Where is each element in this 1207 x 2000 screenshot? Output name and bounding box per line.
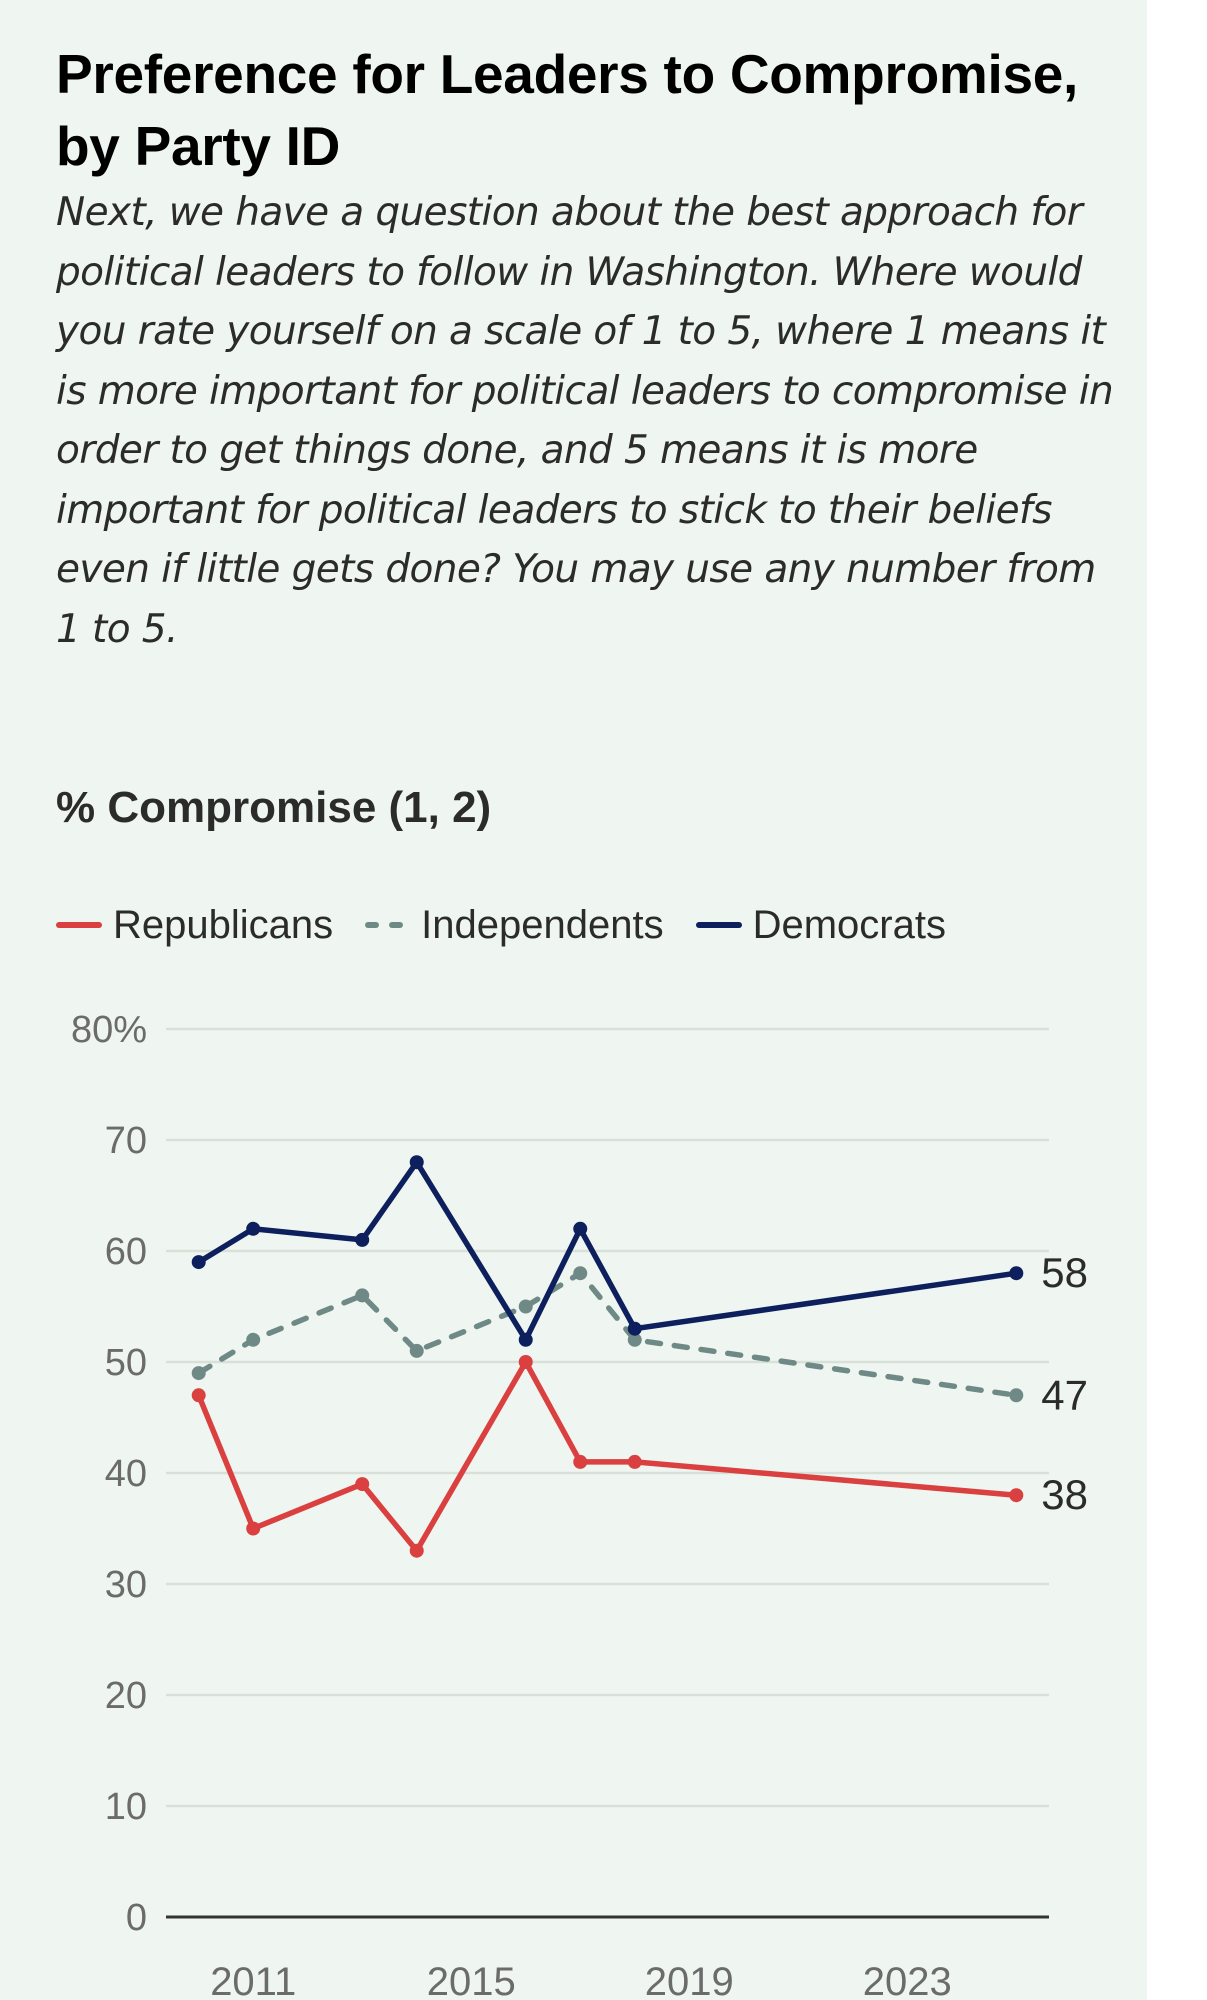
y-axis-ticks: 0 10 20 30 40 50 60 70 80%	[71, 1009, 147, 1939]
series-line-republicans	[195, 1359, 1020, 1554]
legend-item-democrats[interactable]: Democrats	[695, 902, 946, 948]
end-label-republicans: 38	[1041, 1471, 1088, 1518]
data-point-democrats	[191, 1255, 206, 1270]
survey-question: Next, we have a question about the best …	[56, 190, 1114, 652]
chart-panel	[0, 0, 1147, 2000]
data-point-republicans	[627, 1454, 642, 1469]
x-tick-label: 2011	[210, 1960, 296, 2000]
y-tick-label: 30	[105, 1564, 147, 1606]
data-point-republicans	[191, 1388, 206, 1403]
data-point-republicans	[355, 1477, 370, 1492]
gridlines	[166, 1027, 1049, 1919]
legend-item-republicans[interactable]: Republicans	[56, 903, 333, 948]
chart-title: Preference for Leaders to Compromise, by…	[56, 43, 1079, 177]
legend-label-democrats: Democrats	[752, 902, 946, 947]
series-lines	[191, 1155, 1024, 1558]
x-axis-ticks: 2011 2015 2019 2023	[210, 1960, 952, 2000]
data-point-republicans	[573, 1454, 588, 1469]
measure-label: % Compromise (1, 2)	[56, 783, 492, 832]
data-point-independents	[573, 1266, 588, 1281]
series-line-democrats	[195, 1159, 1020, 1343]
data-point-independents	[191, 1366, 206, 1381]
end-labels: 38 47 58	[1041, 1249, 1088, 1518]
legend-item-independents[interactable]: Independents	[365, 902, 664, 948]
legend-swatch-democrats	[695, 922, 742, 928]
end-label-democrats: 58	[1041, 1249, 1088, 1296]
data-point-democrats	[518, 1332, 533, 1347]
data-point-independents	[518, 1299, 533, 1314]
y-tick-label: 0	[126, 1897, 147, 1939]
legend-swatch-republicans	[56, 922, 102, 928]
x-tick-label: 2015	[427, 1960, 516, 2000]
data-point-independents	[246, 1332, 261, 1347]
y-tick-label: 70	[105, 1120, 147, 1162]
data-point-democrats	[1009, 1266, 1024, 1281]
data-point-democrats	[246, 1221, 261, 1236]
y-tick-label: 60	[105, 1231, 147, 1273]
y-tick-label: 20	[105, 1675, 147, 1717]
data-point-independents	[1009, 1388, 1024, 1403]
y-tick-label: 50	[105, 1342, 147, 1384]
legend-label-independents: Independents	[421, 902, 664, 947]
data-point-republicans	[409, 1543, 424, 1558]
y-tick-label: 10	[105, 1786, 147, 1828]
data-point-republicans	[1009, 1488, 1024, 1503]
x-tick-label: 2023	[863, 1960, 952, 2000]
legend: Republicans Independents Democrats	[56, 902, 978, 948]
data-point-democrats	[627, 1321, 642, 1336]
data-point-independents	[355, 1288, 370, 1303]
legend-swatch-independents	[365, 922, 405, 928]
data-point-independents	[409, 1343, 424, 1358]
data-point-democrats	[573, 1221, 588, 1236]
data-point-republicans	[246, 1521, 261, 1536]
legend-label-republicans: Republicans	[113, 902, 334, 947]
data-point-republicans	[518, 1355, 533, 1369]
y-tick-label: 80%	[71, 1009, 147, 1051]
x-tick-label: 2019	[645, 1960, 734, 2000]
y-tick-label: 40	[105, 1453, 147, 1495]
data-point-democrats	[355, 1232, 370, 1247]
end-label-independents: 47	[1041, 1371, 1088, 1418]
series-line-independents	[195, 1270, 1020, 1399]
data-point-independents	[627, 1332, 642, 1347]
data-point-democrats	[409, 1155, 424, 1170]
